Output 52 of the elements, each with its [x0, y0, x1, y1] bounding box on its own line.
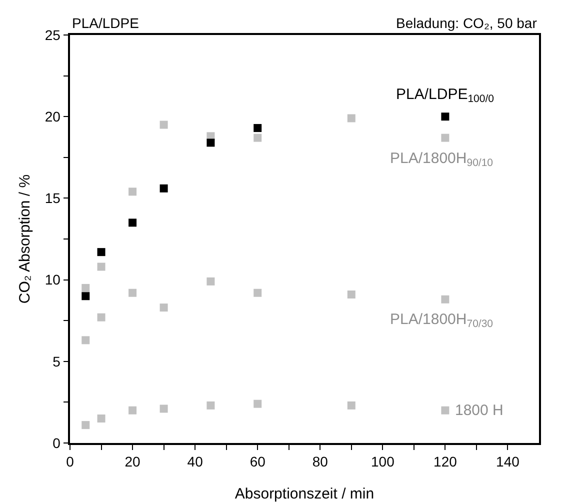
series-label: PLA/LDPE$_{100/0}$: [396, 86, 494, 106]
y-tick-label: 25: [44, 26, 61, 43]
point: [254, 288, 262, 297]
point: [97, 414, 106, 423]
point: [97, 313, 106, 322]
point: [160, 304, 168, 312]
y-axis-title: CO₂ Absorption / %: [16, 174, 34, 304]
point: [254, 124, 262, 132]
point: [160, 120, 168, 129]
point: [82, 284, 90, 292]
point: [441, 112, 450, 121]
point: [128, 188, 137, 196]
point: [128, 288, 137, 297]
point: [97, 248, 106, 256]
point: [206, 277, 215, 286]
x-axis-title: Absorptionszeit / min: [234, 486, 374, 502]
x-tick-label: 140: [496, 454, 520, 470]
series-label: 1800 H: [455, 402, 504, 419]
point: [441, 134, 450, 142]
x-tick-label: 100: [370, 454, 395, 470]
y-tick-label: 0: [52, 434, 61, 451]
y-tick-label: 20: [44, 108, 61, 124]
y-tick-label: 5: [52, 353, 61, 370]
point: [97, 262, 106, 271]
x-tick-label: 0: [66, 454, 74, 470]
x-tick-label: 120: [434, 454, 458, 470]
y-tick-label: 10: [44, 272, 61, 288]
point: [160, 404, 168, 413]
point: [128, 406, 137, 414]
point: [206, 138, 215, 147]
y-tick-label: 15: [44, 190, 61, 206]
x-tick-label: 60: [250, 454, 266, 470]
point: [206, 401, 215, 410]
point: [82, 292, 90, 300]
point: [441, 406, 450, 414]
series-label: PLA/1800H$_{90/10}$: [390, 150, 494, 170]
x-tick-label: 20: [124, 454, 141, 470]
point: [347, 401, 356, 410]
x-tick-label: 40: [187, 454, 204, 470]
point: [160, 184, 168, 192]
chart-subtitle: Beladung: CO₂, 50 bar: [396, 15, 538, 31]
point: [347, 290, 356, 298]
x-tick-label: 80: [312, 454, 328, 470]
series-label: PLA/1800H$_{70/30}$: [390, 311, 494, 330]
point: [82, 421, 90, 430]
point: [347, 114, 356, 122]
point: [128, 218, 137, 227]
point: [254, 400, 262, 408]
point: [254, 134, 262, 142]
point: [441, 295, 450, 304]
chart-title: PLA/LDPE: [72, 15, 139, 31]
point: [82, 336, 90, 344]
